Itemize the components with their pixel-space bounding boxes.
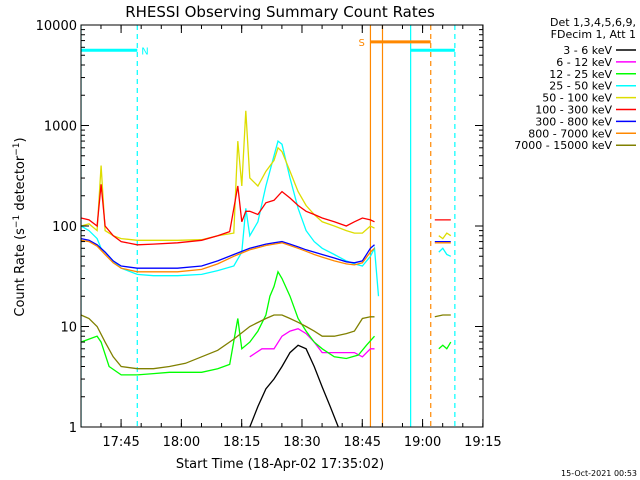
- series-9-segment-1: [81, 314, 375, 370]
- series-1: [249, 344, 339, 427]
- series-7: [81, 237, 451, 269]
- annotation-label-n: N: [141, 46, 148, 57]
- y-axis-label: Count Rate (s−1 detector−1): [12, 137, 28, 316]
- datestamp: 15-Oct-2021 00:53: [561, 469, 637, 478]
- series-2-segment-1: [249, 327, 375, 358]
- series-3-segment-2: [438, 341, 452, 350]
- legend-entry-9: 7000 - 15000 keV: [514, 139, 612, 152]
- legend-entry-4: 25 - 50 keV: [549, 80, 612, 93]
- legend-entry-7: 300 - 800 keV: [535, 115, 612, 128]
- series-6: [81, 184, 451, 246]
- x-tick-label-7: 19:15: [464, 435, 501, 450]
- x-tick-label-6: 19:00: [404, 435, 441, 450]
- series-3: [81, 270, 452, 376]
- series-8-segment-1: [81, 239, 375, 273]
- series-5-segment-2: [438, 232, 452, 240]
- x-tick-label-3: 18:15: [223, 435, 260, 450]
- annotation-label-s: S: [358, 38, 364, 49]
- axis-ticks: 17:45 18:00 18:15 18:30 18:45 19:00 19:15 1 10 10…: [36, 19, 502, 450]
- series-5: [81, 110, 452, 241]
- x-tick-label-5: 18:45: [344, 435, 381, 450]
- x-tick-label-2: 18:00: [163, 435, 200, 450]
- x-axis-label: Start Time (18-Apr-02 17:35:02): [176, 457, 384, 472]
- series-4: [81, 139, 452, 297]
- x-tick-label-4: 18:30: [283, 435, 320, 450]
- series-3-segment-1: [81, 270, 375, 376]
- y-tick-label-1: 1: [69, 421, 77, 436]
- observing-markers: [81, 25, 456, 427]
- series-6-segment-1: [81, 184, 375, 246]
- series-lines: [81, 110, 452, 427]
- legend-entry-3: 12 - 25 keV: [549, 68, 612, 81]
- legend-entry-1: 3 - 6 keV: [563, 44, 612, 57]
- legend-entry-2: 6 - 12 keV: [556, 56, 612, 69]
- y-tick-label-4: 1000: [44, 120, 77, 135]
- series-2: [249, 327, 375, 358]
- series-7-segment-1: [81, 237, 375, 269]
- series-4-segment-1: [81, 139, 380, 297]
- series-1-segment-1: [249, 344, 339, 427]
- legend-entry-5: 50 - 100 keV: [542, 92, 612, 105]
- y-tick-label-2: 10: [60, 321, 77, 336]
- legend-entry-6: 100 - 300 keV: [535, 104, 612, 117]
- y-tick-label-3: 100: [52, 220, 77, 235]
- x-tick-label-1: 17:45: [102, 435, 139, 450]
- legend-header-line-1: Det 1,3,4,5,6,9,: [550, 16, 636, 29]
- series-4-segment-2: [438, 247, 452, 257]
- legend-entry-8: 800 - 7000 keV: [528, 127, 612, 140]
- series-9: [81, 314, 451, 370]
- y-tick-label-5: 10000: [36, 19, 77, 34]
- chart-title: RHESSI Observing Summary Count Rates: [125, 3, 435, 21]
- series-8: [81, 239, 451, 273]
- series-9-segment-2: [434, 314, 451, 318]
- series-5-segment-1: [81, 110, 375, 241]
- legend-header-line-2: FDecim 1, Att 1: [551, 28, 636, 41]
- legend: Det 1,3,4,5,6,9, FDecim 1, Att 1 3 - 6 k…: [514, 16, 636, 152]
